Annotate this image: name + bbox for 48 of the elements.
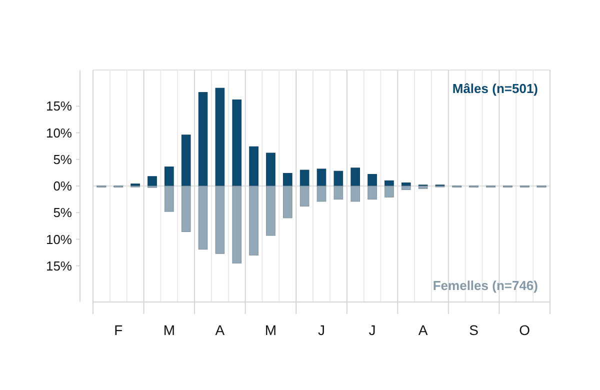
y-tick-label: 15% xyxy=(46,258,72,274)
text: Mâles (n=501) xyxy=(452,81,538,96)
y-tick-label: 10% xyxy=(46,125,72,140)
bar xyxy=(300,170,310,186)
bar xyxy=(368,174,377,186)
bar xyxy=(316,186,326,202)
bar xyxy=(164,186,174,212)
x-tick-label: S xyxy=(469,322,479,338)
y-tick-label: 5% xyxy=(53,152,72,167)
x-tick-label: A xyxy=(418,322,428,338)
bar xyxy=(368,186,377,200)
bar xyxy=(249,186,258,256)
bar xyxy=(282,172,292,186)
bar xyxy=(215,88,225,186)
x-tick-label: J xyxy=(368,322,376,338)
bar xyxy=(232,100,242,186)
y-tick-label: 5% xyxy=(53,205,72,220)
bar xyxy=(282,186,292,218)
bar xyxy=(148,176,157,186)
bar xyxy=(198,92,208,186)
bar xyxy=(249,146,258,186)
bar xyxy=(350,186,360,202)
bar xyxy=(215,186,225,254)
y-tick-label: 15% xyxy=(46,98,72,114)
x-tick-label: F xyxy=(114,322,123,338)
bar xyxy=(198,186,208,250)
bar xyxy=(181,134,191,186)
bar xyxy=(300,186,310,206)
y-tick-label: 0% xyxy=(53,178,72,194)
bar xyxy=(181,186,191,232)
bar xyxy=(334,170,344,186)
y-tick-label: 10% xyxy=(46,232,72,247)
bar xyxy=(232,186,242,264)
bar xyxy=(418,186,428,189)
x-tick-label: A xyxy=(215,322,226,338)
bar xyxy=(164,166,174,186)
x-tick-label: M xyxy=(264,322,277,338)
bar xyxy=(384,186,394,198)
bar xyxy=(266,152,276,186)
x-tick-label: M xyxy=(163,322,176,338)
bar xyxy=(266,186,276,236)
x-tick-label: J xyxy=(318,322,325,338)
bar xyxy=(334,186,344,200)
x-tick-label: O xyxy=(519,322,530,338)
bar xyxy=(350,168,360,186)
bar xyxy=(401,186,411,190)
bar xyxy=(316,168,326,186)
text: Femelles (n=746) xyxy=(432,278,538,293)
